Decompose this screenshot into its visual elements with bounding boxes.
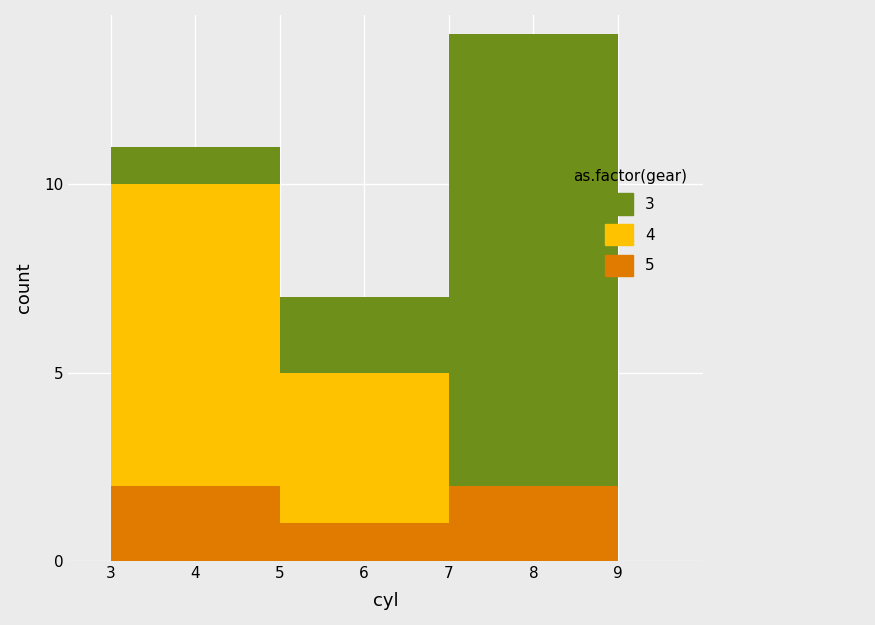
Bar: [110, 486, 280, 561]
Bar: [280, 372, 449, 523]
Bar: [280, 523, 449, 561]
Bar: [110, 184, 280, 486]
X-axis label: cyl: cyl: [373, 592, 398, 610]
Bar: [449, 34, 618, 486]
Bar: [449, 486, 618, 561]
Y-axis label: count: count: [15, 262, 33, 313]
Bar: [280, 298, 449, 372]
Bar: [110, 147, 280, 184]
Legend: 3, 4, 5: 3, 4, 5: [565, 161, 695, 284]
